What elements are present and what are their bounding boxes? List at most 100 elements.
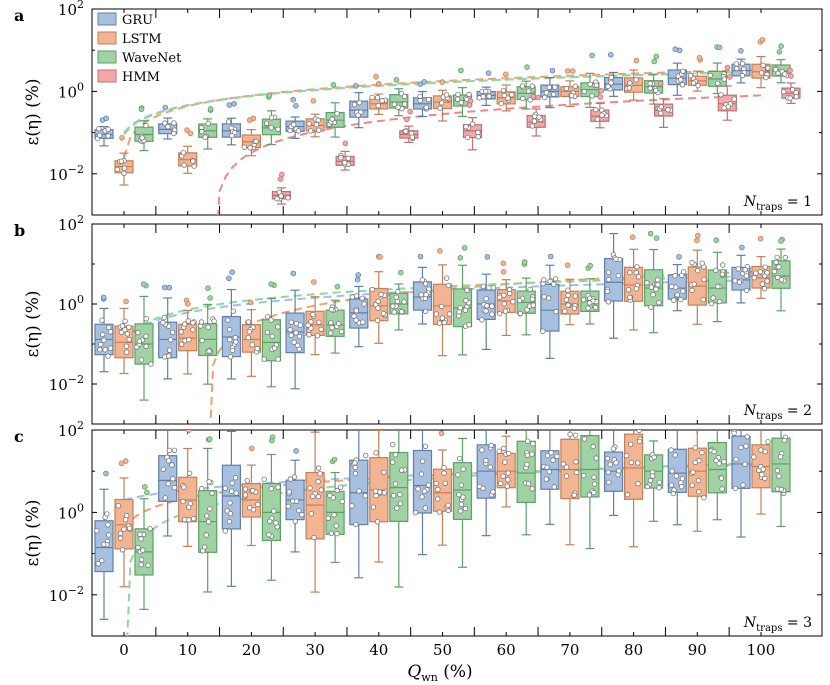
- data-point: [311, 534, 317, 541]
- outlier-point: [354, 276, 361, 283]
- data-point: [305, 322, 311, 328]
- data-point: [395, 104, 401, 110]
- data-point: [563, 464, 570, 470]
- box-gru-90: [667, 254, 687, 312]
- data-point: [245, 319, 252, 325]
- box: [412, 449, 433, 514]
- data-point: [161, 314, 167, 321]
- x-tick-label: 60: [497, 641, 516, 659]
- data-point: [171, 485, 178, 491]
- data-point: [316, 127, 322, 133]
- data-point: [198, 319, 205, 325]
- data-point: [782, 254, 788, 261]
- box-gru-40: [349, 430, 369, 579]
- outlier-point: [187, 130, 194, 137]
- data-point: [419, 277, 425, 283]
- outlier-point: [788, 73, 794, 79]
- outlier-point: [374, 415, 379, 420]
- data-point: [668, 447, 674, 453]
- data-point: [627, 294, 633, 301]
- outlier-point: [630, 390, 635, 395]
- data-point: [529, 123, 536, 129]
- legend-swatch-lstm: [97, 31, 117, 45]
- data-point: [334, 110, 340, 117]
- outlier-point: [186, 430, 192, 434]
- box-gru-30: [285, 96, 305, 139]
- data-point: [291, 339, 297, 345]
- outlier-point: [657, 80, 664, 87]
- data-point: [126, 324, 132, 330]
- data-point: [246, 329, 252, 335]
- data-point: [742, 267, 748, 273]
- data-point: [138, 556, 145, 563]
- data-point: [147, 526, 153, 532]
- data-point: [299, 512, 305, 518]
- data-point: [104, 511, 110, 517]
- outlier-point: [373, 74, 379, 80]
- data-point: [439, 100, 445, 106]
- data-point: [480, 485, 486, 492]
- box-wavenet-70: [580, 52, 600, 109]
- data-point: [633, 286, 639, 292]
- outlier-point: [421, 79, 428, 85]
- data-point: [205, 324, 211, 330]
- data-point: [760, 62, 766, 69]
- data-point: [554, 453, 560, 460]
- data-point: [680, 68, 686, 74]
- data-point: [604, 455, 611, 462]
- data-point: [139, 135, 145, 141]
- data-point: [765, 439, 771, 445]
- outlier-point: [142, 484, 148, 490]
- data-point: [744, 434, 750, 440]
- data-point: [267, 518, 273, 524]
- data-point: [286, 489, 292, 495]
- data-point: [647, 85, 653, 92]
- data-point: [735, 266, 741, 272]
- data-point: [505, 470, 511, 476]
- box: [540, 283, 560, 332]
- data-point: [732, 278, 738, 284]
- data-point: [517, 297, 523, 304]
- outlier-point: [647, 230, 654, 237]
- data-point: [464, 134, 471, 141]
- data-point: [417, 93, 423, 100]
- outlier-point: [462, 421, 467, 426]
- data-point: [605, 469, 611, 475]
- outlier-point: [168, 416, 173, 421]
- data-point: [585, 305, 591, 311]
- box-gru-50: [412, 253, 433, 325]
- outlier-point: [166, 284, 173, 291]
- data-point: [328, 320, 334, 326]
- data-point: [733, 456, 739, 463]
- data-point: [425, 482, 432, 488]
- data-point: [143, 316, 149, 322]
- outlier-point: [589, 52, 595, 59]
- data-point: [101, 337, 107, 343]
- outlier-point: [268, 437, 275, 444]
- data-point: [274, 195, 280, 202]
- data-point: [463, 297, 469, 304]
- data-point: [337, 484, 344, 490]
- panel-a: a ε(η) (%) 102 100 10−2 Ntraps = 1: [14, 0, 823, 216]
- outlier-point: [694, 237, 700, 244]
- data-point: [764, 270, 770, 276]
- outlier-point: [162, 284, 168, 291]
- data-point: [205, 120, 211, 127]
- data-point: [591, 489, 597, 496]
- outlier-point: [293, 103, 299, 109]
- data-point: [708, 300, 715, 307]
- data-point: [242, 486, 249, 492]
- box-wavenet-0: [134, 281, 154, 401]
- outlier-point: [653, 235, 660, 241]
- data-point: [455, 96, 461, 102]
- box-gru-0: [94, 115, 114, 147]
- data-point: [117, 530, 124, 537]
- outlier-point: [457, 254, 464, 261]
- box-hmm-20: [271, 171, 291, 205]
- data-point: [351, 101, 358, 108]
- outlier-point: [231, 101, 237, 107]
- data-point: [123, 349, 130, 355]
- data-point: [591, 481, 598, 487]
- data-point: [736, 279, 743, 285]
- box-wavenet-20: [261, 281, 281, 388]
